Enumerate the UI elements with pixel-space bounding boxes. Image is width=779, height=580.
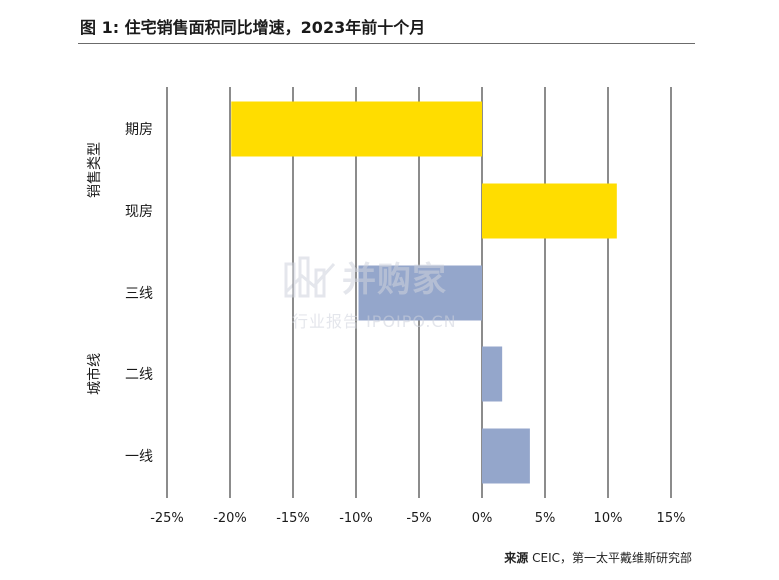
x-tick-label: -15% <box>276 511 310 526</box>
x-tick-label: -20% <box>213 511 247 526</box>
bars <box>231 101 617 484</box>
category-label: 二线 <box>125 367 153 383</box>
title-divider <box>78 43 695 44</box>
category-label: 现房 <box>125 204 153 220</box>
bar <box>482 183 617 239</box>
source-text: CEIC，第一太平戴维斯研究部 <box>528 551 692 565</box>
x-tick-label: 15% <box>657 511 686 526</box>
category-label: 一线 <box>125 449 153 465</box>
bar <box>482 346 503 402</box>
watermark-sub-text: 行业报告 IPOIPO.CN <box>292 312 457 331</box>
x-tick-labels: -25% -20% -15% -10% -5% 0% 5% 10% 15% <box>150 511 685 526</box>
x-tick-label: 10% <box>594 511 623 526</box>
x-tick-label: -10% <box>339 511 373 526</box>
bar <box>358 265 482 321</box>
bar <box>482 428 530 484</box>
x-tick-label: -5% <box>406 511 431 526</box>
x-tick-label: -25% <box>150 511 184 526</box>
source-note: 来源 CEIC，第一太平戴维斯研究部 <box>504 549 692 566</box>
x-tick-label: 0% <box>472 511 493 526</box>
group-label: 城市线 <box>86 353 103 395</box>
source-label: 来源 <box>504 551 529 565</box>
group-label: 销售类型 <box>87 142 103 198</box>
watermark-main-text: 并购家 <box>342 260 447 300</box>
category-label: 期房 <box>125 122 153 138</box>
bar <box>231 101 482 157</box>
category-label: 三线 <box>125 286 153 302</box>
watermark-logo-icon <box>284 256 336 298</box>
watermark: 并购家 行业报告 IPOIPO.CN <box>282 252 502 332</box>
chart-title: 图 1: 住宅销售面积同比增速，2023年前十个月 <box>80 18 426 37</box>
x-tick-label: 5% <box>535 511 556 526</box>
